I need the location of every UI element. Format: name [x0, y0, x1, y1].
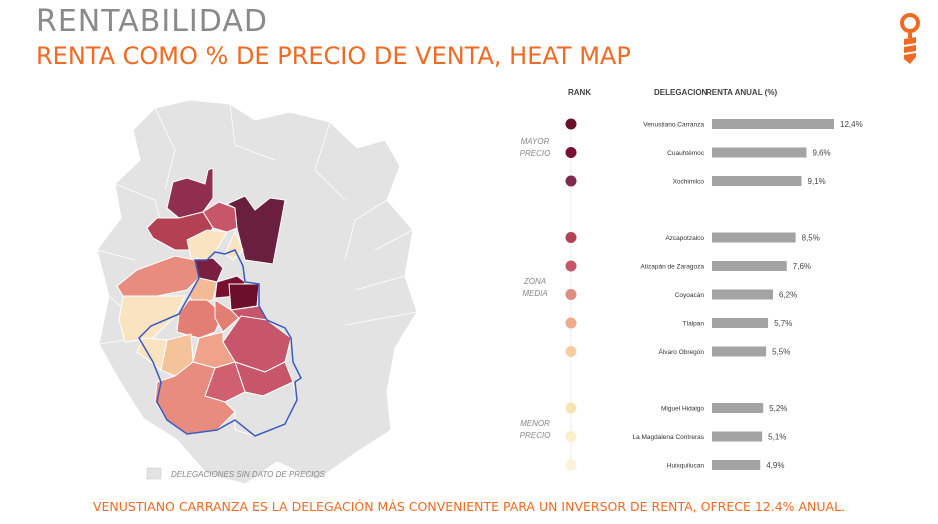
header-renta: RENTA ANUAL (%) [706, 88, 777, 97]
region-alvaro-obregon [176, 299, 224, 339]
category-label: Coyoacán [675, 292, 705, 299]
chart-rows: Venustiano Carranza 12,4% Cuauhtémoc 9,6% Xo… [565, 118, 863, 471]
zone-menor-precio: MENOR PRECIO [520, 419, 551, 440]
value-label: 5,5% [772, 348, 790, 357]
region-benito-juarez [214, 299, 242, 333]
value-label: 7,6% [793, 262, 811, 271]
cdmx-boundary [138, 249, 302, 437]
rank-dot [565, 118, 577, 130]
category-label: Huixquilucan [667, 463, 705, 470]
value-bar [712, 119, 834, 129]
rank-dot [565, 289, 577, 300]
value-label: 5,2% [769, 404, 787, 413]
footer-note: VENUSTIANO CARRANZA ES LA DELEGACIÓN MÁS… [92, 499, 846, 514]
category-label: La Magdalena Contreras [632, 434, 704, 441]
renta-anual-chart: RANK DELEGACION RENTA ANUAL (%) MAYOR PR… [520, 88, 863, 471]
value-label: 9,1% [808, 177, 826, 186]
category-label: Venustiano Carranza [643, 122, 704, 129]
no-data-legend-label: DELEGACIONES SIN DATO DE PRECIOS [171, 470, 326, 479]
rank-dot [565, 459, 577, 471]
value-bar [712, 431, 763, 442]
zone-label-line: ZONA [523, 277, 546, 286]
value-bar [712, 289, 773, 300]
value-label: 5,1% [768, 433, 786, 442]
value-bar [712, 176, 802, 186]
zone-label-line: PRECIO [520, 431, 551, 440]
value-label: 5,7% [774, 319, 792, 328]
category-label: Atizapán de Zaragoza [640, 264, 704, 271]
no-data-legend-swatch [146, 467, 162, 480]
rank-dot [565, 175, 577, 187]
region-cuautitlan-izcalli [166, 167, 214, 219]
rank-dot [565, 317, 577, 329]
rank-dot [565, 346, 577, 357]
rank-dot [565, 402, 577, 414]
value-label: 9,6% [812, 149, 830, 158]
key-pin-logo-icon [900, 13, 920, 64]
value-bar [712, 346, 767, 357]
value-label: 4,9% [766, 461, 784, 470]
value-label: 12,4% [840, 120, 863, 129]
rank-dot [565, 431, 577, 442]
category-label: Azcapotzalco [665, 235, 704, 242]
heat-map: DELEGACIONES SIN DATO DE PRECIOS [96, 100, 418, 485]
zone-zona-media: ZONA MEDIA [522, 277, 547, 298]
value-bar [712, 318, 769, 328]
region-naucalpan [116, 255, 200, 297]
value-bar [712, 261, 787, 271]
value-label: 6,2% [779, 291, 797, 300]
page-title: RENTABILIDAD [36, 4, 268, 39]
value-bar [712, 460, 761, 470]
value-bar [712, 403, 764, 413]
category-label: Miguel Hidalgo [661, 406, 704, 413]
zone-label-line: MENOR [520, 419, 550, 428]
value-bar [712, 147, 807, 158]
region-ecatepec [225, 195, 286, 265]
category-label: Xochimilco [673, 179, 705, 186]
rank-dot [565, 232, 577, 243]
header-delegacion: DELEGACION [654, 88, 708, 97]
page-subtitle: RENTA COMO % DE PRECIO DE VENTA, HEAT MA… [36, 42, 631, 70]
rank-dot [565, 147, 577, 158]
category-label: Tlalpan [683, 321, 705, 328]
region-venustiano-carranza [228, 283, 260, 311]
zone-label-line: MAYOR [521, 137, 550, 146]
zone-label-line: MEDIA [522, 289, 547, 298]
value-bar [712, 232, 796, 243]
value-label: 8,5% [802, 234, 820, 243]
rank-dot [565, 260, 577, 272]
zone-label-line: PRECIO [520, 149, 551, 158]
zone-mayor-precio: MAYOR PRECIO [520, 137, 551, 158]
category-label: Cuauhtémoc [667, 150, 705, 157]
category-label: Álvaro Obregón [658, 347, 704, 356]
region-huixquilucan [118, 295, 186, 343]
header-rank: RANK [568, 88, 591, 97]
